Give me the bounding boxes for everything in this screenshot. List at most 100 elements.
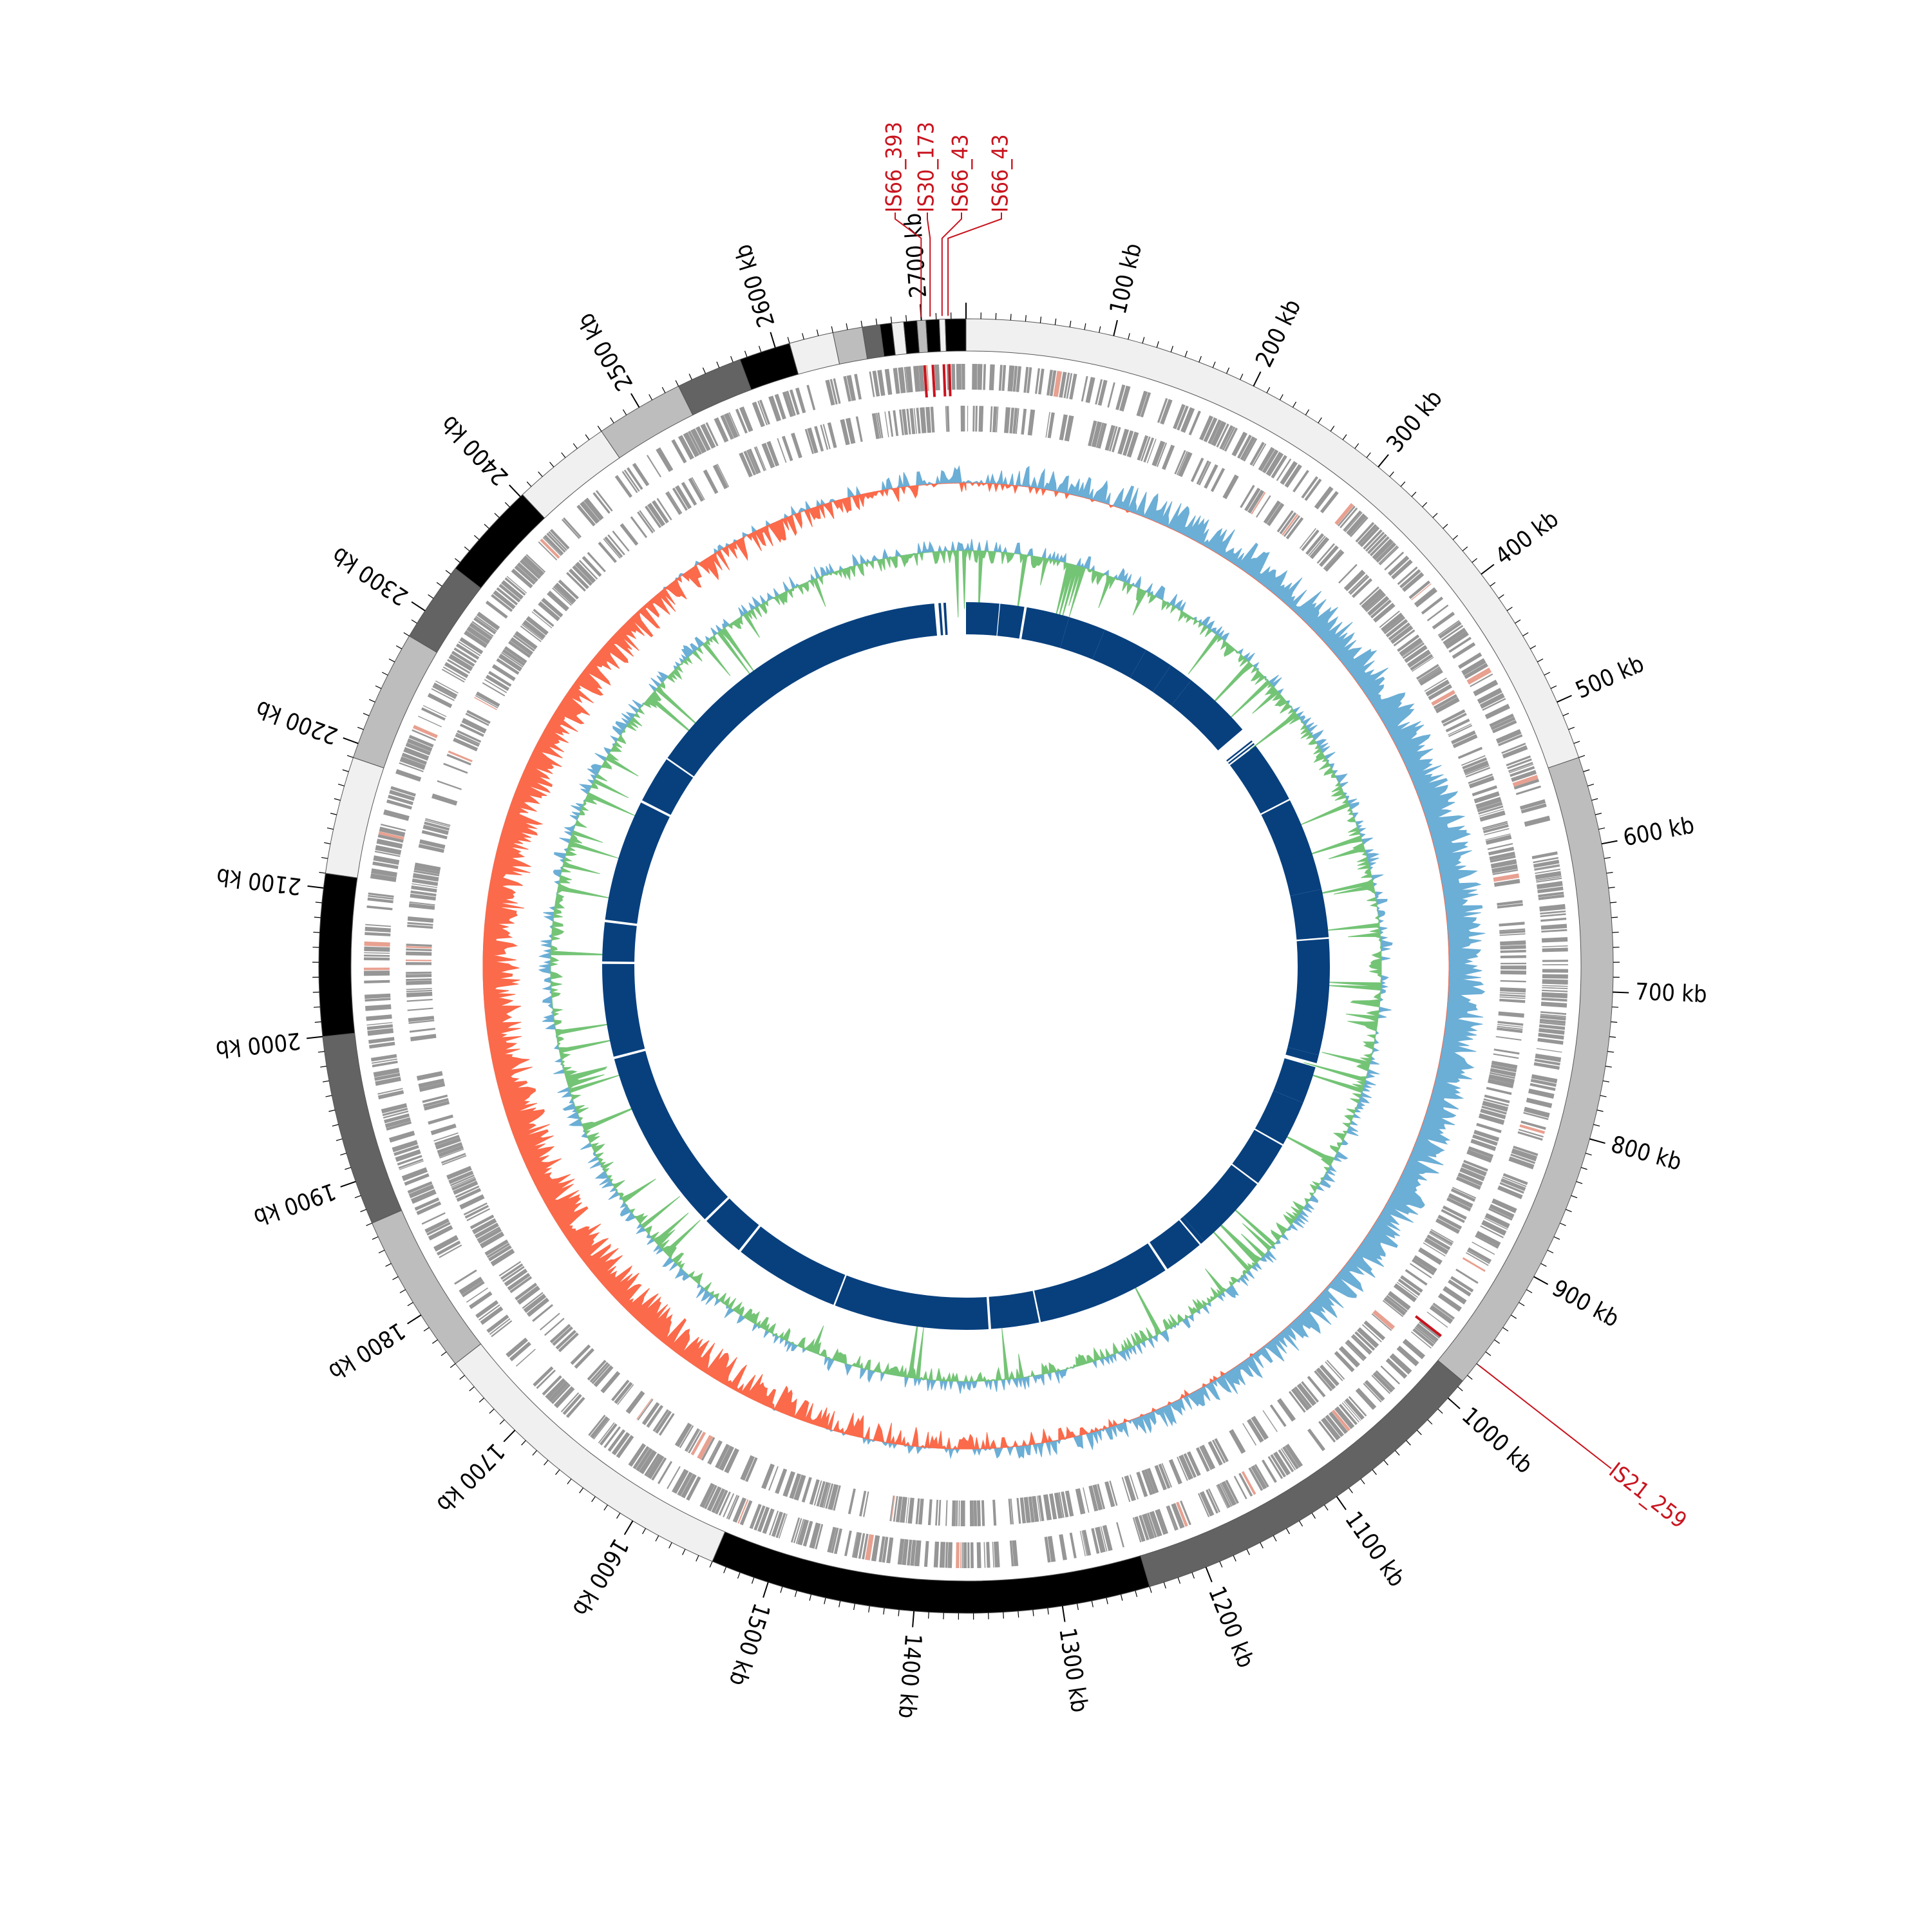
alignment-block [835,1275,989,1330]
minor-tick [450,1363,456,1368]
gene [485,600,508,619]
gene [1176,1501,1188,1527]
gene [797,1519,810,1546]
gene [506,576,527,594]
gene [373,1068,400,1077]
gene [910,1540,916,1566]
gene [1387,555,1410,576]
gene [652,1409,669,1432]
gene [364,954,390,957]
gene [413,724,438,739]
gene [408,1184,435,1198]
gene [1154,1464,1167,1491]
major-tick [1205,1567,1213,1582]
major-tick [912,1611,915,1627]
gene [1168,1459,1182,1484]
gene [406,961,432,965]
alignment-block [1287,938,1330,1056]
alignment-block [614,1050,728,1220]
gene [1132,1517,1142,1543]
minor-tick [1573,741,1580,744]
gc-above [538,538,1393,1394]
gene [1363,1320,1386,1341]
minor-tick [1591,798,1598,801]
gene [1542,969,1568,973]
gene [1542,945,1568,947]
gene [752,401,765,428]
gene [459,1194,485,1210]
gene [367,1028,394,1036]
gene [878,1536,886,1562]
tick-label: 1800 kb [324,1317,410,1385]
alignment-block [1255,1090,1303,1144]
minor-tick [1292,401,1297,408]
gene [1195,1447,1210,1472]
gene [365,927,391,933]
gene [1243,438,1258,462]
gene [1284,464,1302,488]
gene [1540,913,1566,918]
gene [658,1413,675,1436]
gene [578,560,598,580]
gene [587,1359,607,1381]
minor-tick [314,916,321,918]
gene [926,365,929,391]
gene [1372,538,1394,560]
gene [1142,1513,1155,1540]
gene [1244,488,1261,511]
minor-tick [1324,1504,1329,1511]
alignment-block [1021,607,1070,649]
gene [902,1539,909,1566]
gene [576,504,596,527]
gene [501,652,524,668]
gene [395,1149,421,1162]
gene [475,1300,499,1318]
gene [482,682,506,697]
gene [1364,1379,1385,1401]
gene [364,941,390,947]
gene [1134,1516,1146,1542]
gene [617,1384,634,1405]
gene [1539,1018,1566,1024]
gene [504,1268,528,1287]
gene [1091,421,1103,448]
gene [656,447,674,472]
contig-segment [522,430,620,519]
minor-tick [831,326,833,333]
gene [1151,440,1166,467]
minor-tick [567,1479,572,1484]
gene [1541,992,1568,999]
gene [1140,392,1151,418]
gene [1319,1364,1340,1387]
gene [441,668,465,683]
gene [448,750,473,762]
gene [1346,513,1367,536]
gene [1053,370,1063,397]
minor-tick [809,1594,812,1601]
gene [438,1145,464,1158]
gene [1334,503,1354,526]
gene [1361,588,1383,609]
gene [555,1329,577,1350]
gene [424,1101,450,1111]
gene [375,845,402,855]
gene [677,1472,693,1497]
gene [1059,414,1068,440]
gene [1390,625,1414,645]
gene [813,1480,822,1506]
gene [1462,757,1488,770]
gene [1500,987,1526,993]
gene [448,654,473,672]
minor-tick [388,658,395,663]
gene [998,365,1003,391]
gene [1535,1054,1562,1063]
gene [1495,1036,1522,1041]
gene [1146,1468,1159,1493]
gene [1346,1340,1367,1360]
gene [382,1108,408,1117]
minor-tick [1233,1555,1236,1562]
minor-tick [1400,481,1406,487]
tick-label: 900 kb [1548,1275,1623,1332]
gene [1273,1451,1291,1476]
gene [1130,1474,1139,1500]
